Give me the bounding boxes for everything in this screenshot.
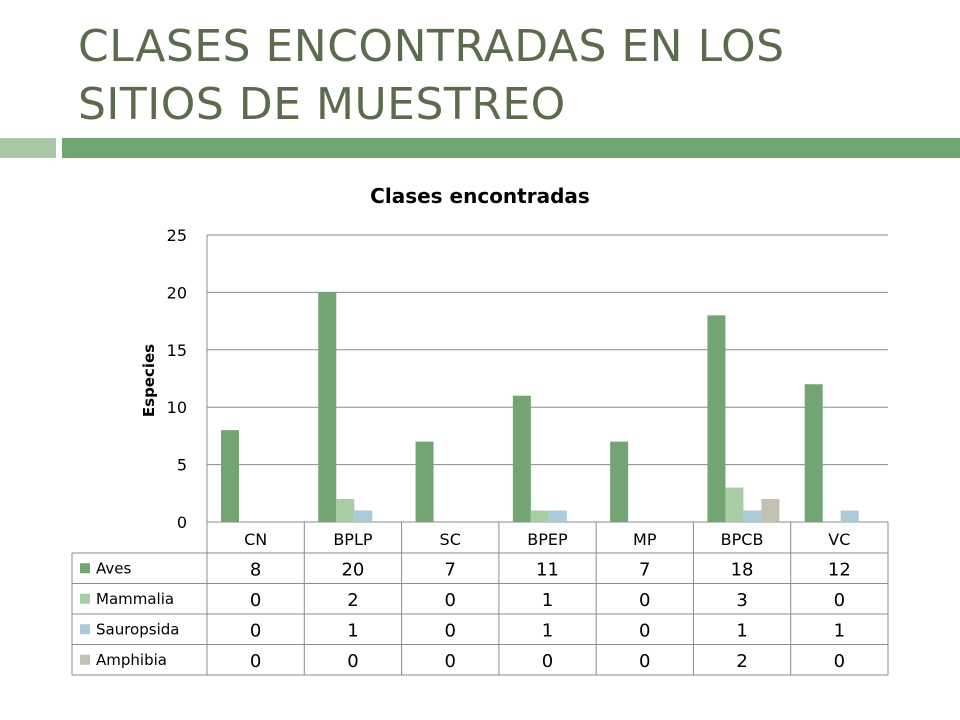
data-label: 11 bbox=[536, 559, 559, 580]
x-tick-label: SC bbox=[440, 530, 461, 549]
bar bbox=[804, 384, 823, 522]
bar bbox=[318, 292, 337, 522]
data-label: 2 bbox=[347, 590, 358, 611]
x-tick-label: VC bbox=[828, 530, 850, 549]
data-label: 1 bbox=[347, 620, 358, 641]
y-tick-label: 15 bbox=[167, 341, 187, 360]
data-label: 0 bbox=[347, 651, 358, 672]
data-label: 8 bbox=[250, 559, 261, 580]
data-label: 3 bbox=[736, 590, 747, 611]
title-rule-bar bbox=[62, 138, 960, 158]
data-label: 20 bbox=[341, 559, 364, 580]
bar bbox=[707, 315, 726, 522]
legend-swatch bbox=[80, 593, 90, 604]
data-label: 0 bbox=[250, 620, 261, 641]
data-label: 0 bbox=[444, 651, 455, 672]
chart-title: Clases encontradas bbox=[370, 184, 590, 208]
x-tick-label: BPLP bbox=[333, 530, 373, 549]
x-tick-label: BPCB bbox=[721, 530, 764, 549]
data-label: 0 bbox=[250, 590, 261, 611]
data-label: 1 bbox=[834, 620, 845, 641]
data-label: 7 bbox=[639, 559, 650, 580]
bar bbox=[610, 441, 629, 522]
data-label: 0 bbox=[444, 590, 455, 611]
bar bbox=[725, 487, 744, 522]
legend-swatch bbox=[80, 654, 90, 665]
data-label: 1 bbox=[542, 620, 553, 641]
legend-swatch bbox=[80, 563, 90, 574]
data-label: 0 bbox=[639, 651, 650, 672]
legend-label: Amphibia bbox=[96, 651, 167, 669]
x-tick-label: BPEP bbox=[527, 530, 568, 549]
data-label: 0 bbox=[639, 620, 650, 641]
bar bbox=[530, 510, 549, 522]
y-axis-label: Especies bbox=[140, 344, 158, 417]
x-tick-label: CN bbox=[244, 530, 267, 549]
slide-title: CLASES ENCONTRADAS EN LOS SITIOS DE MUES… bbox=[78, 18, 938, 134]
x-tick-label: MP bbox=[633, 530, 657, 549]
bar bbox=[415, 441, 434, 522]
title-rule-accent bbox=[0, 138, 56, 158]
bar bbox=[548, 510, 567, 522]
data-label: 2 bbox=[736, 651, 747, 672]
bar bbox=[761, 499, 780, 522]
data-label: 7 bbox=[444, 559, 455, 580]
bar bbox=[221, 430, 239, 522]
bar bbox=[354, 510, 373, 522]
y-tick-label: 5 bbox=[177, 456, 187, 475]
data-label: 18 bbox=[731, 559, 754, 580]
slide-title-line-1: CLASES ENCONTRADAS EN LOS bbox=[78, 21, 785, 72]
data-label: 0 bbox=[444, 620, 455, 641]
data-label: 0 bbox=[542, 651, 553, 672]
slide-title-line-2: SITIOS DE MUESTREO bbox=[78, 79, 566, 130]
data-label: 1 bbox=[736, 620, 747, 641]
bar bbox=[512, 395, 531, 522]
legend-swatch bbox=[80, 624, 90, 635]
bar bbox=[336, 499, 355, 522]
data-label: 0 bbox=[834, 651, 845, 672]
data-label: 12 bbox=[828, 559, 851, 580]
legend-label: Sauropsida bbox=[96, 620, 179, 638]
y-tick-label: 10 bbox=[167, 398, 187, 417]
y-tick-label: 20 bbox=[167, 283, 187, 302]
data-label: 0 bbox=[639, 590, 650, 611]
legend-label: Mammalia bbox=[96, 590, 174, 608]
bar bbox=[840, 510, 859, 522]
y-tick-label: 25 bbox=[167, 226, 187, 245]
y-tick-label: 0 bbox=[177, 513, 187, 532]
data-label: 0 bbox=[834, 590, 845, 611]
data-label: 1 bbox=[542, 590, 553, 611]
bar bbox=[743, 510, 762, 522]
data-label: 0 bbox=[250, 651, 261, 672]
legend-label: Aves bbox=[96, 559, 131, 577]
